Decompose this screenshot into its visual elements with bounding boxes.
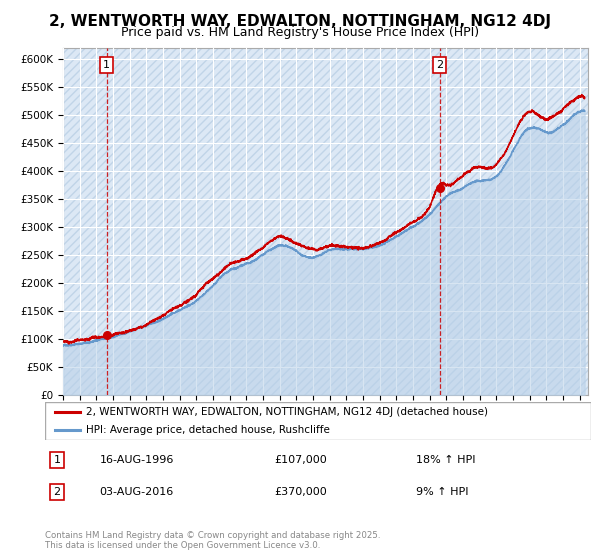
Text: 03-AUG-2016: 03-AUG-2016 <box>100 487 174 497</box>
Text: Contains HM Land Registry data © Crown copyright and database right 2025.
This d: Contains HM Land Registry data © Crown c… <box>45 530 380 550</box>
Text: Price paid vs. HM Land Registry's House Price Index (HPI): Price paid vs. HM Land Registry's House … <box>121 26 479 39</box>
FancyBboxPatch shape <box>45 402 591 440</box>
Text: HPI: Average price, detached house, Rushcliffe: HPI: Average price, detached house, Rush… <box>86 425 330 435</box>
Text: 2: 2 <box>436 60 443 70</box>
Text: 1: 1 <box>103 60 110 70</box>
Text: 2, WENTWORTH WAY, EDWALTON, NOTTINGHAM, NG12 4DJ (detached house): 2, WENTWORTH WAY, EDWALTON, NOTTINGHAM, … <box>86 407 488 417</box>
Text: 16-AUG-1996: 16-AUG-1996 <box>100 455 174 465</box>
Text: 9% ↑ HPI: 9% ↑ HPI <box>416 487 469 497</box>
Text: £370,000: £370,000 <box>274 487 327 497</box>
Text: £107,000: £107,000 <box>274 455 327 465</box>
Text: 2, WENTWORTH WAY, EDWALTON, NOTTINGHAM, NG12 4DJ: 2, WENTWORTH WAY, EDWALTON, NOTTINGHAM, … <box>49 14 551 29</box>
Text: 1: 1 <box>53 455 61 465</box>
Text: 2: 2 <box>53 487 61 497</box>
Text: 18% ↑ HPI: 18% ↑ HPI <box>416 455 476 465</box>
